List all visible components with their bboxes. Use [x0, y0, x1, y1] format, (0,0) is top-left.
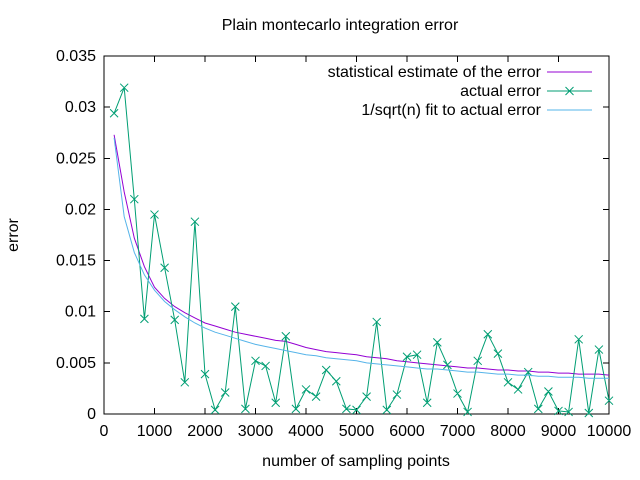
- x-tick-label: 8000: [490, 423, 526, 440]
- legend: statistical estimate of the error actual …: [328, 64, 592, 119]
- y-tick-label: 0.02: [65, 201, 96, 218]
- chart-title: Plain montecarlo integration error: [222, 17, 459, 34]
- series-line-1-sqrt-n-fit-to-actual-error: [113, 137, 609, 379]
- x-axis-title: number of sampling points: [262, 453, 450, 470]
- y-tick-label: 0: [87, 406, 96, 423]
- y-axis-title: error: [5, 217, 22, 251]
- legend-entry-statistical-estimate-of-the-error: statistical estimate of the error: [328, 64, 592, 81]
- legend-label: actual error: [460, 83, 542, 100]
- y-tick-label: 0.005: [56, 355, 96, 372]
- y-tick-label: 0.035: [56, 48, 96, 65]
- x-tick-label: 9000: [541, 423, 577, 440]
- y-tick-label: 0.025: [56, 150, 96, 167]
- x-tick-label: 0: [100, 423, 109, 440]
- legend-entry-actual-error: actual error: [460, 83, 592, 100]
- legend-sample-marker: [565, 86, 574, 96]
- x-tick-label: 10000: [587, 423, 632, 440]
- y-tick-label: 0.015: [56, 253, 96, 270]
- series-markers-actual-error: [109, 83, 614, 418]
- legend-label: statistical estimate of the error: [328, 64, 542, 81]
- x-tick-label: 5000: [339, 423, 375, 440]
- series-line-actual-error: [113, 87, 610, 414]
- x-tick-label: 4000: [288, 423, 324, 440]
- x-tick-label: 1000: [137, 423, 173, 440]
- x-tick-label: 3000: [238, 423, 274, 440]
- series-line-statistical-estimate-of-the-error: [113, 134, 610, 376]
- axes-layer: 0 1000 2000 3000 4000 5000 6000 7000 8000 9000 100…: [56, 48, 631, 440]
- legend-entry-1-sqrt-n-fit-to-actual-error: 1/sqrt(n) fit to actual error: [361, 102, 592, 119]
- x-tick-label: 6000: [389, 423, 425, 440]
- x-tick-label: 2000: [187, 423, 223, 440]
- y-tick-label: 0.01: [65, 304, 96, 321]
- series-layer: [109, 83, 614, 418]
- x-tick-label: 7000: [440, 423, 476, 440]
- legend-label: 1/sqrt(n) fit to actual error: [361, 102, 541, 119]
- y-tick-label: 0.03: [65, 99, 96, 116]
